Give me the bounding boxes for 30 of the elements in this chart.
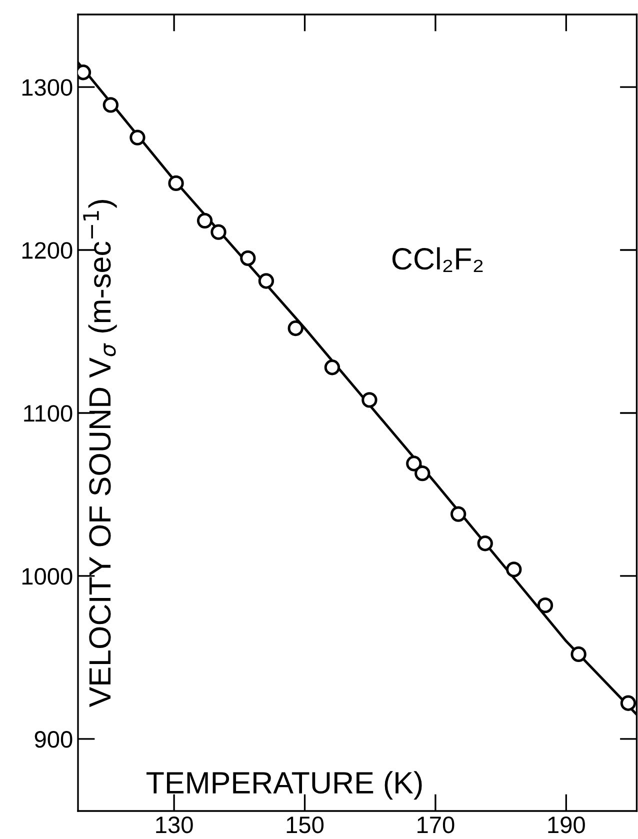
point [362, 392, 378, 408]
point [537, 597, 554, 614]
point [406, 456, 422, 472]
y-tick-label: 1100 [24, 405, 72, 422]
point [288, 320, 304, 336]
point [570, 646, 586, 662]
y-axis-title: VELOCITY OF SOUND V$_{σ}$ (m-sec$^{−1}$) [83, 200, 117, 708]
x-tick-label: 190 [548, 816, 585, 834]
x-tick-label: 150 [286, 816, 324, 834]
point [258, 273, 274, 289]
y-tick-label: 1300 [22, 79, 72, 96]
point [240, 250, 256, 266]
point [130, 130, 146, 146]
point [210, 224, 226, 240]
x-tick-label: 170 [418, 816, 454, 834]
y-tick-label: 1000 [22, 568, 72, 585]
point [450, 506, 466, 522]
point [477, 536, 493, 552]
point [506, 562, 522, 578]
x-axis-title: TEMPERATURE (K) [146, 771, 422, 800]
x-tick-label: 130 [156, 816, 193, 834]
annotation: CCl₂F₂ [392, 247, 483, 272]
point [196, 212, 213, 229]
point [620, 695, 636, 711]
y-tick-label: 900 [34, 731, 72, 748]
point [168, 175, 184, 192]
point [414, 465, 430, 482]
point [324, 360, 340, 376]
point [102, 97, 119, 113]
y-tick-label: 1200 [22, 242, 72, 259]
